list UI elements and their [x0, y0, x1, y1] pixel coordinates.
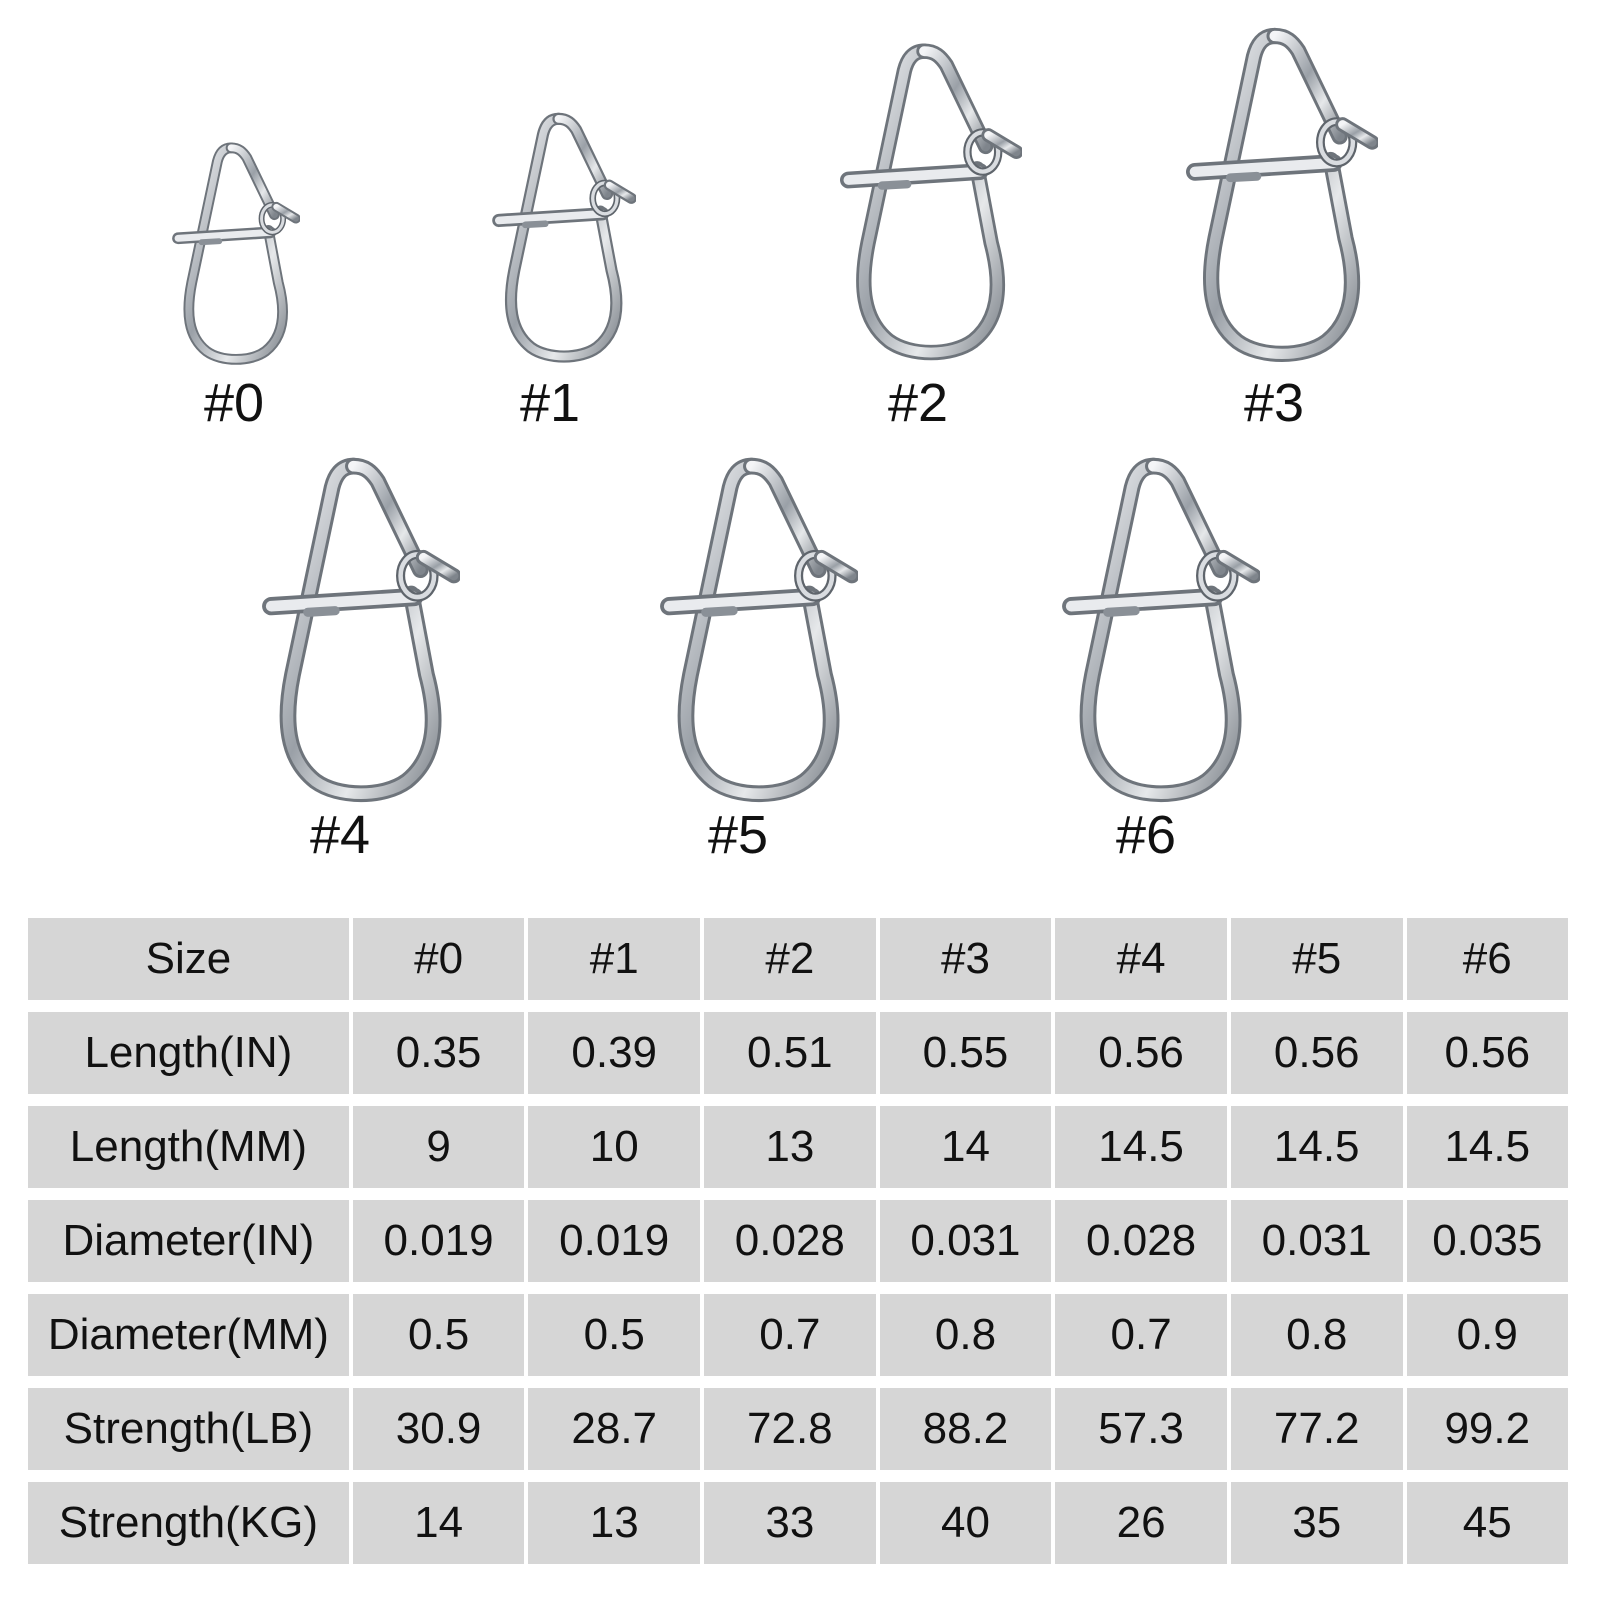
- table-cell: 33: [704, 1482, 876, 1564]
- table-cell: 40: [879, 1482, 1052, 1564]
- snap-0-image: [172, 140, 300, 366]
- snap-0-label: #0: [203, 373, 265, 433]
- header-cell: #1: [528, 918, 701, 1000]
- table-cell: 0.56: [1406, 1012, 1568, 1094]
- table-cell: 0.8: [1230, 1294, 1403, 1376]
- table-cell: 0.031: [879, 1200, 1052, 1282]
- snap-3-image: [1186, 24, 1378, 364]
- table-cell: 35: [1230, 1482, 1403, 1564]
- table-cell: 0.7: [704, 1294, 876, 1376]
- table-cell: 9: [352, 1106, 525, 1188]
- header-cell: #6: [1406, 918, 1568, 1000]
- table-cell: 10: [528, 1106, 701, 1188]
- table-row: Strength(LB) 30.9 28.7 72.8 88.2 57.3 77…: [28, 1388, 1568, 1470]
- header-cell: #5: [1230, 918, 1403, 1000]
- spec-table: Size #0 #1 #2 #3 #4 #5 #6 Length(IN) 0.3…: [24, 906, 1572, 1576]
- header-cell: #2: [704, 918, 876, 1000]
- table-cell: 0.5: [352, 1294, 525, 1376]
- table-cell: 14: [879, 1106, 1052, 1188]
- table-cell: 0.56: [1055, 1012, 1227, 1094]
- table-row: Length(MM) 9 10 13 14 14.5 14.5 14.5: [28, 1106, 1568, 1188]
- snap-4-label: #4: [309, 805, 371, 865]
- snap-6-image: [1062, 454, 1260, 804]
- table-cell: 45: [1406, 1482, 1568, 1564]
- header-cell: Size: [28, 918, 349, 1000]
- table-cell: 0.56: [1230, 1012, 1403, 1094]
- row-label: Length(IN): [28, 1012, 349, 1094]
- table-cell: 72.8: [704, 1388, 876, 1470]
- row-label: Strength(KG): [28, 1482, 349, 1564]
- table-cell: 77.2: [1230, 1388, 1403, 1470]
- table-cell: 26: [1055, 1482, 1227, 1564]
- table-cell: 14.5: [1055, 1106, 1227, 1188]
- table-cell: 0.028: [1055, 1200, 1227, 1282]
- table-cell: 0.031: [1230, 1200, 1403, 1282]
- table-cell: 99.2: [1406, 1388, 1568, 1470]
- table-cell: 0.5: [528, 1294, 701, 1376]
- table-cell: 28.7: [528, 1388, 701, 1470]
- header-cell: #4: [1055, 918, 1227, 1000]
- snap-2-image: [840, 38, 1022, 364]
- table-cell: 0.028: [704, 1200, 876, 1282]
- table-cell: 0.019: [352, 1200, 525, 1282]
- table-cell: 0.9: [1406, 1294, 1568, 1376]
- table-cell: 0.8: [879, 1294, 1052, 1376]
- snap-5-label: #5: [707, 805, 769, 865]
- snap-1-label: #1: [519, 373, 581, 433]
- table-header-row: Size #0 #1 #2 #3 #4 #5 #6: [28, 918, 1568, 1000]
- row-label: Length(MM): [28, 1106, 349, 1188]
- table-cell: 13: [528, 1482, 701, 1564]
- table-row: Strength(KG) 14 13 33 40 26 35 45: [28, 1482, 1568, 1564]
- table-row: Diameter(MM) 0.5 0.5 0.7 0.8 0.7 0.8 0.9: [28, 1294, 1568, 1376]
- table-cell: 0.7: [1055, 1294, 1227, 1376]
- row-label: Diameter(MM): [28, 1294, 349, 1376]
- snap-6-label: #6: [1115, 805, 1177, 865]
- snap-1-image: [492, 110, 636, 364]
- row-label: Diameter(IN): [28, 1200, 349, 1282]
- header-cell: #0: [352, 918, 525, 1000]
- table-cell: 30.9: [352, 1388, 525, 1470]
- snap-5-image: [660, 454, 858, 804]
- table-cell: 13: [704, 1106, 876, 1188]
- table-cell: 0.39: [528, 1012, 701, 1094]
- table-cell: 14.5: [1230, 1106, 1403, 1188]
- snap-4-image: [262, 454, 460, 804]
- table-cell: 57.3: [1055, 1388, 1227, 1470]
- snap-3-label: #3: [1243, 373, 1305, 433]
- table-cell: 0.55: [879, 1012, 1052, 1094]
- header-cell: #3: [879, 918, 1052, 1000]
- table-cell: 14: [352, 1482, 525, 1564]
- table-cell: 0.019: [528, 1200, 701, 1282]
- snap-2-label: #2: [887, 373, 949, 433]
- table-row: Length(IN) 0.35 0.39 0.51 0.55 0.56 0.56…: [28, 1012, 1568, 1094]
- table-cell: 88.2: [879, 1388, 1052, 1470]
- table-cell: 0.35: [352, 1012, 525, 1094]
- row-label: Strength(LB): [28, 1388, 349, 1470]
- table-cell: 14.5: [1406, 1106, 1568, 1188]
- table-row: Diameter(IN) 0.019 0.019 0.028 0.031 0.0…: [28, 1200, 1568, 1282]
- table-cell: 0.035: [1406, 1200, 1568, 1282]
- table-cell: 0.51: [704, 1012, 876, 1094]
